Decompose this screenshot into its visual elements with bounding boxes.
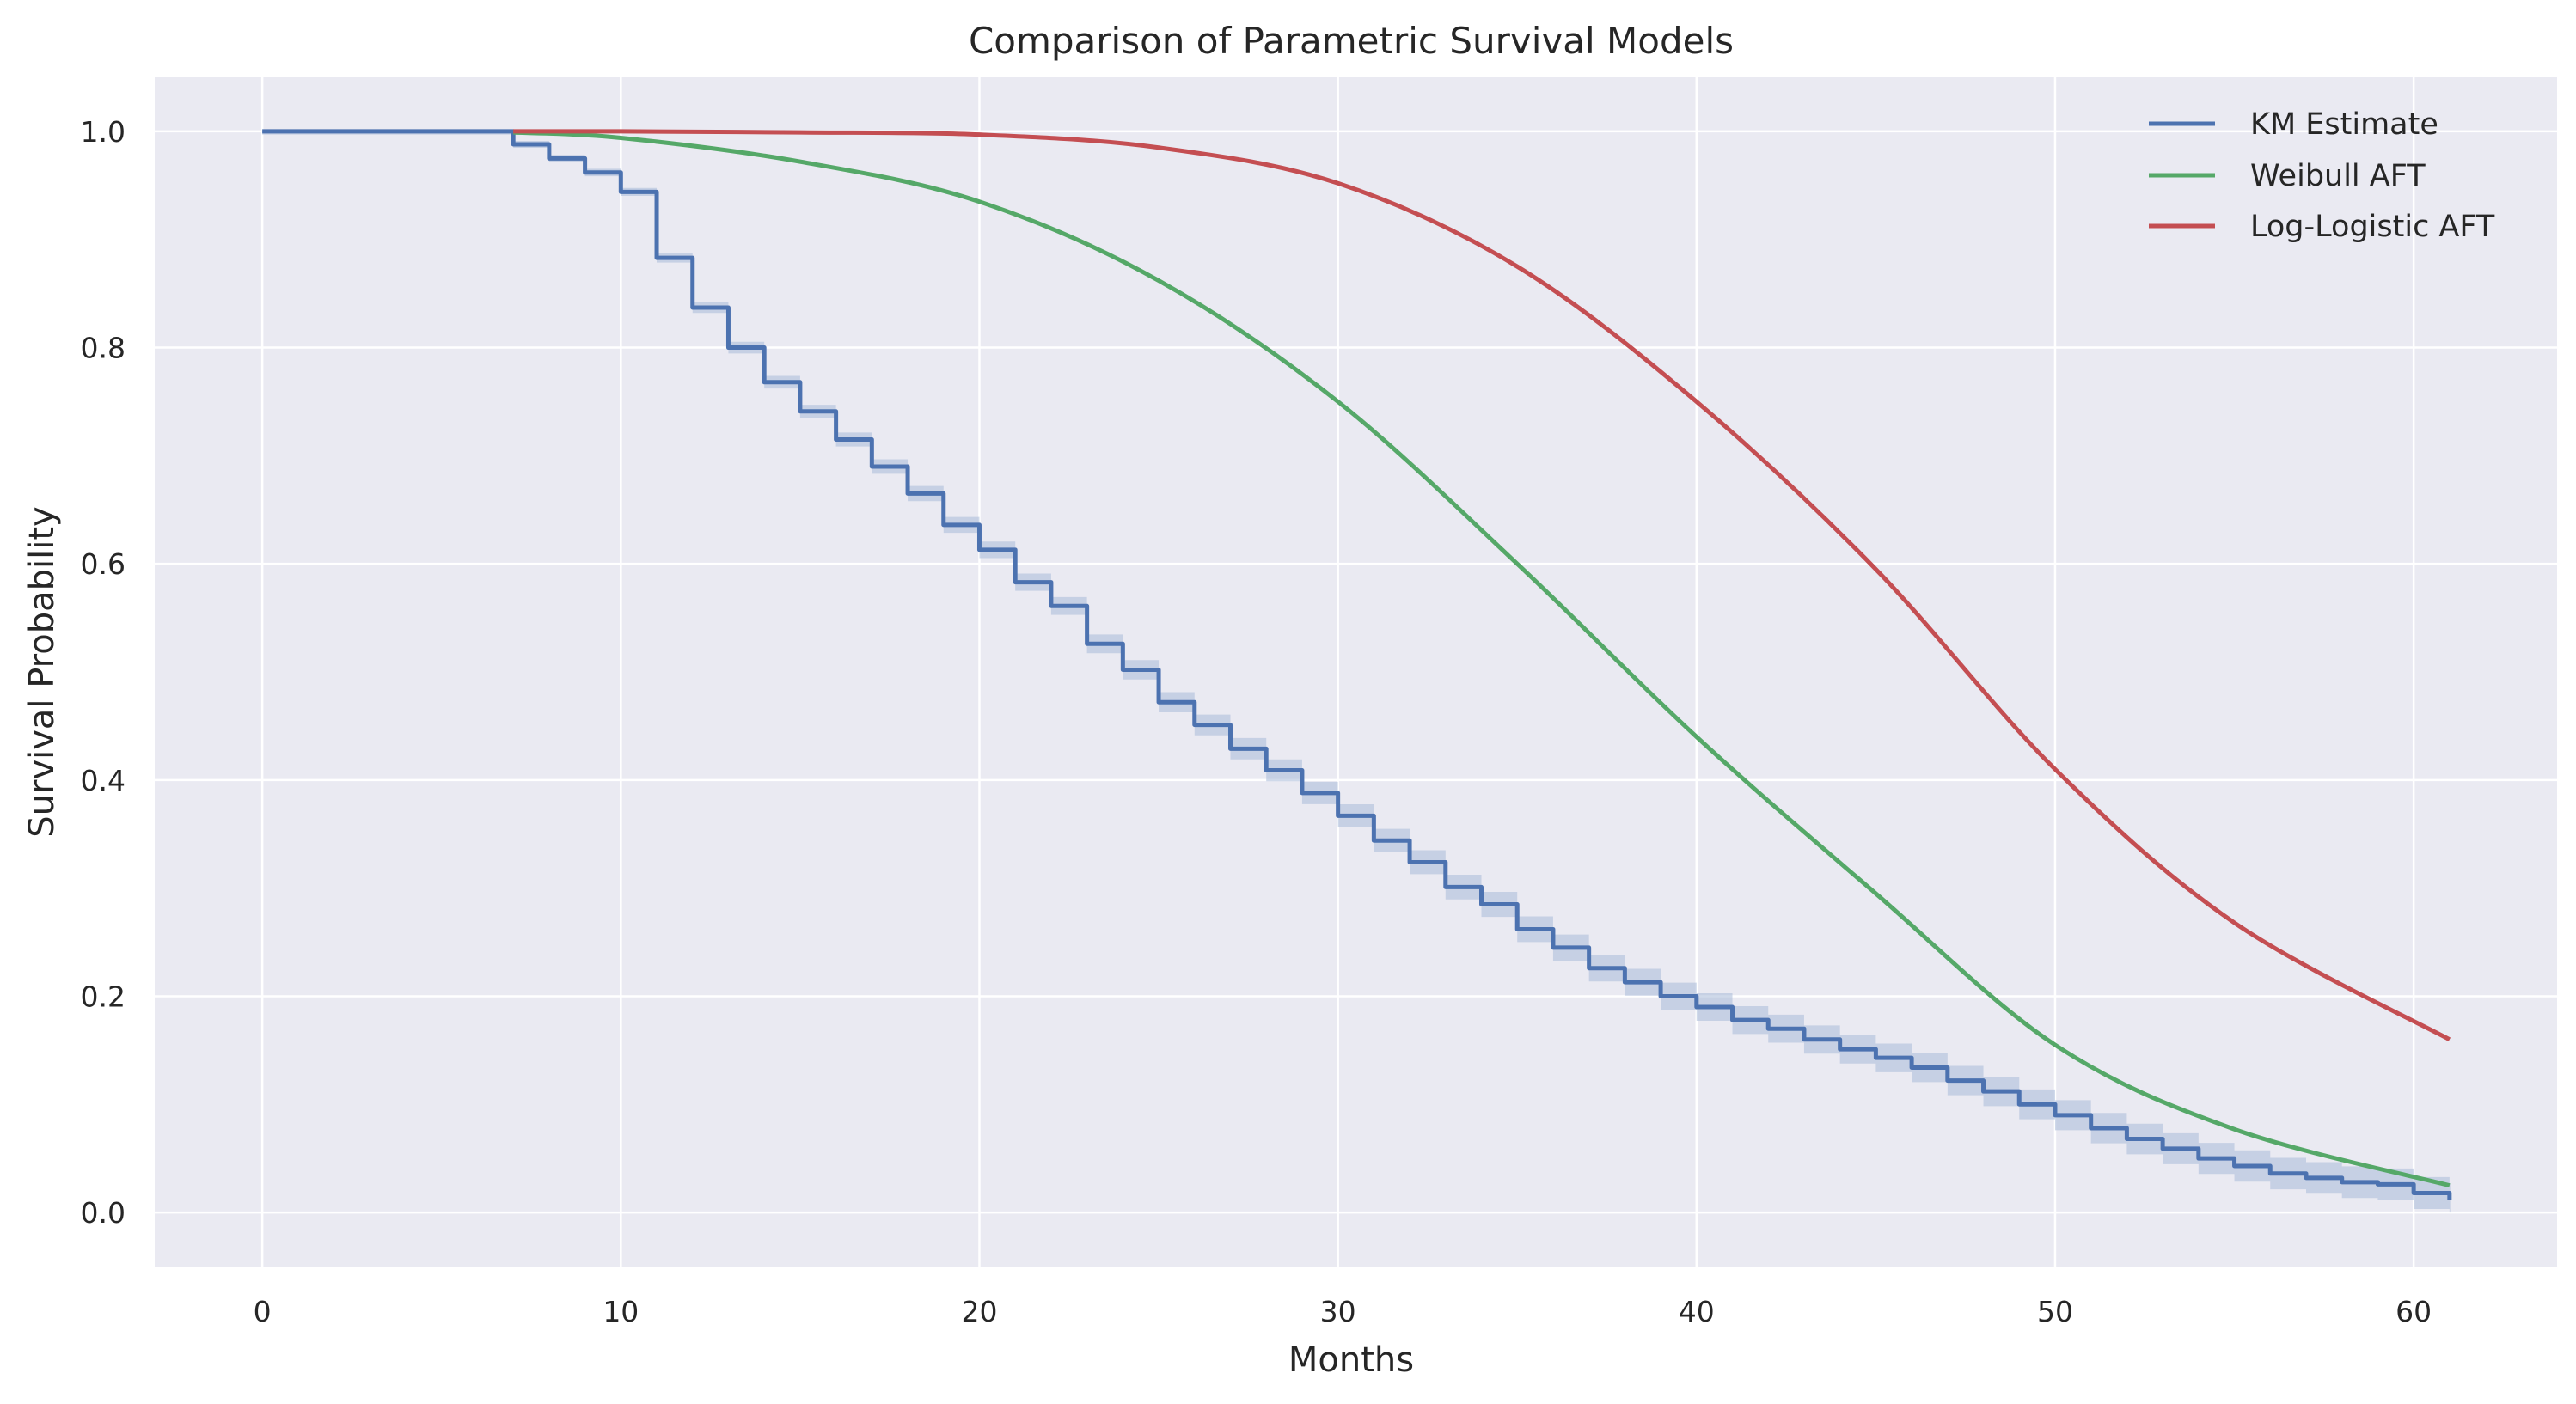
series-line-1 xyxy=(513,130,2451,1188)
y-axis-label: Survival Probability xyxy=(22,506,62,837)
x-tick-label: 10 xyxy=(603,1295,639,1328)
series-line-0 xyxy=(262,129,2452,1200)
legend-label-weibull: Weibull AFT xyxy=(2250,159,2426,193)
x-tick-label: 0 xyxy=(254,1295,272,1328)
x-tick-label: 50 xyxy=(2037,1295,2073,1328)
x-tick-label: 30 xyxy=(1320,1295,1356,1328)
y-tick-label: 0.4 xyxy=(81,764,125,797)
y-tick-label: 1.0 xyxy=(81,115,125,149)
x-tick-label: 60 xyxy=(2395,1295,2432,1328)
y-tick-label: 0.0 xyxy=(81,1196,125,1230)
x-axis-label: Months xyxy=(1288,1340,1414,1380)
x-tick-label: 20 xyxy=(961,1295,997,1328)
legend-label-loglogistic: Log-Logistic AFT xyxy=(2250,210,2495,244)
chart-title: Comparison of Parametric Survival Models xyxy=(969,20,1734,62)
plot-background xyxy=(155,77,2557,1267)
legend: KM Estimate Weibull AFT Log-Logistic AFT xyxy=(2149,107,2495,244)
y-tick-label: 0.2 xyxy=(81,980,125,1013)
series-lines xyxy=(262,129,2452,1200)
x-tick-labels: 0 10 20 30 40 50 60 xyxy=(254,1295,2432,1328)
x-tick-label: 40 xyxy=(1679,1295,1715,1328)
y-tick-labels: 0.0 0.2 0.4 0.6 0.8 1.0 xyxy=(81,115,125,1230)
legend-label-km: KM Estimate xyxy=(2250,107,2438,142)
y-tick-label: 0.8 xyxy=(81,332,125,365)
y-tick-label: 0.6 xyxy=(81,547,125,581)
series-line-2 xyxy=(513,129,2451,1041)
grid-lines xyxy=(155,77,2557,1267)
